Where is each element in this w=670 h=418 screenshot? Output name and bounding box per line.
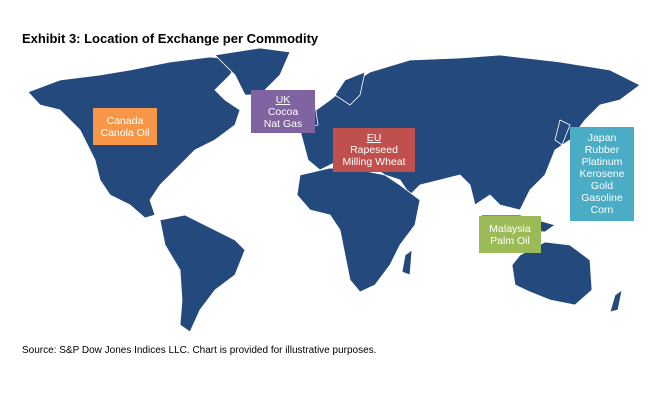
label-box: EU Rapeseed Milling Wheat bbox=[333, 128, 415, 172]
commodity: Palm Oil bbox=[490, 234, 530, 247]
commodity: Kerosene bbox=[579, 168, 625, 180]
commodity: Cocoa bbox=[267, 105, 299, 118]
greenland bbox=[214, 47, 291, 96]
madagascar bbox=[401, 249, 413, 276]
australia bbox=[511, 241, 593, 306]
commodity: Rapeseed bbox=[350, 144, 398, 156]
new-zealand bbox=[609, 289, 623, 313]
label-box: Malaysia Palm Oil bbox=[479, 216, 541, 253]
label-box: Canada Canola Oil bbox=[93, 108, 157, 145]
scandinavia bbox=[334, 71, 366, 106]
commodity: Nat Gas bbox=[263, 117, 303, 130]
japan-islands bbox=[554, 119, 571, 146]
commodity: Platinum bbox=[581, 156, 623, 168]
region: Japan bbox=[587, 132, 617, 144]
commodity: Gasoline bbox=[581, 192, 623, 204]
label-box: Japan Rubber Platinum Kerosene Gold Gaso… bbox=[570, 127, 634, 221]
commodity: Gold bbox=[590, 180, 614, 192]
title: Exhibit 3: Location of Exchange per Comm… bbox=[22, 31, 319, 46]
commodity: Corn bbox=[590, 204, 614, 216]
commodity: Rubber bbox=[584, 144, 620, 156]
region: EU bbox=[366, 132, 382, 144]
commodity: Canola Oil bbox=[100, 126, 150, 139]
region: Canada bbox=[106, 114, 144, 127]
commodity: Milling Wheat bbox=[342, 156, 406, 168]
label-box: UK Cocoa Nat Gas bbox=[251, 90, 315, 133]
africa bbox=[296, 167, 421, 293]
region: UK bbox=[275, 93, 291, 106]
region: Malaysia bbox=[489, 222, 531, 235]
source-note: Source: S&P Dow Jones Indices LLC. Chart… bbox=[22, 345, 377, 356]
south-america bbox=[159, 214, 246, 333]
